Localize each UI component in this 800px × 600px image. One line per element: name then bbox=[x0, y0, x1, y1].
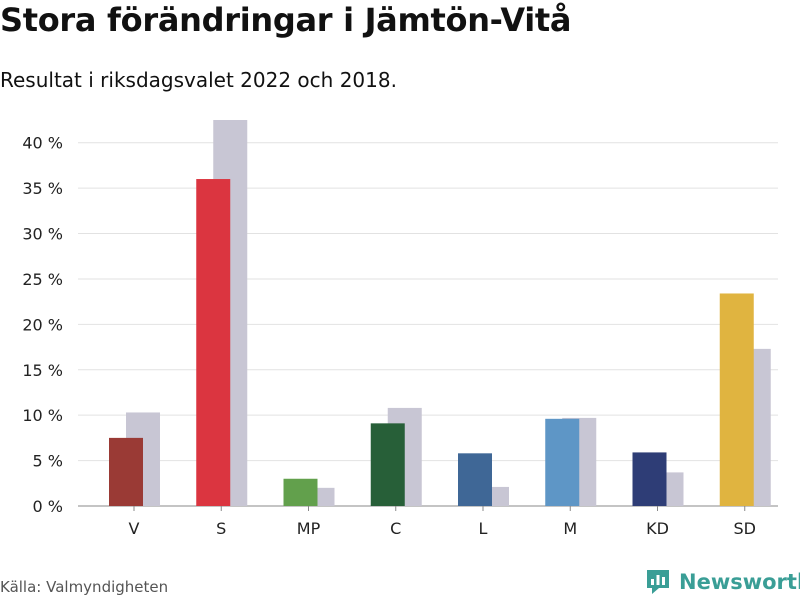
y-axis-ticks: 0 % 5 % 10 % 15 % 20 % 25 % 30 % 35 % 40 % bbox=[22, 134, 63, 516]
bar-2022-mp bbox=[283, 478, 318, 506]
y-tick-label: 20 % bbox=[22, 315, 63, 334]
bar-2022-s bbox=[196, 179, 231, 507]
y-tick-label: 35 % bbox=[22, 179, 63, 198]
bar-2022-m bbox=[545, 418, 580, 506]
x-axis-ticks: V S MP C L M KD SD bbox=[129, 506, 756, 538]
source-note: Källa: Valmyndigheten bbox=[0, 578, 169, 596]
bar-2022-l bbox=[458, 453, 492, 506]
newsworthy-chart-icon bbox=[647, 570, 669, 594]
y-tick-label: 40 % bbox=[22, 134, 63, 153]
bar-chart: 0 % 5 % 10 % 15 % 20 % 25 % 30 % 35 % 40 % V S MP C… bbox=[22, 120, 778, 538]
chart-subtitle: Resultat i riksdagsvalet 2022 och 2018. bbox=[0, 68, 397, 92]
x-tick-label: M bbox=[563, 519, 577, 538]
bars bbox=[109, 120, 771, 507]
bar-2022-c bbox=[370, 423, 405, 506]
gridlines bbox=[78, 142, 778, 507]
bar-2022-v bbox=[109, 437, 143, 506]
x-tick-label: MP bbox=[297, 519, 321, 538]
bar-2022-sd bbox=[719, 293, 754, 506]
chart-title: Stora förändringar i Jämtön-Vitå bbox=[0, 1, 572, 39]
x-tick-label: V bbox=[129, 519, 140, 538]
brand-name: Newsworthy bbox=[679, 570, 800, 594]
y-tick-label: 15 % bbox=[22, 361, 63, 380]
x-tick-label: KD bbox=[646, 519, 669, 538]
y-tick-label: 25 % bbox=[22, 270, 63, 289]
newsworthy-logo[interactable]: Newsworthy bbox=[645, 568, 800, 596]
y-tick-label: 10 % bbox=[22, 406, 63, 425]
x-tick-label: S bbox=[216, 519, 226, 538]
y-tick-label: 5 % bbox=[33, 452, 63, 471]
bar-2022-kd bbox=[632, 452, 667, 506]
x-tick-label: SD bbox=[734, 519, 756, 538]
x-tick-label: L bbox=[479, 519, 488, 538]
x-tick-label: C bbox=[390, 519, 401, 538]
y-tick-label: 0 % bbox=[33, 497, 63, 516]
y-tick-label: 30 % bbox=[22, 225, 63, 244]
